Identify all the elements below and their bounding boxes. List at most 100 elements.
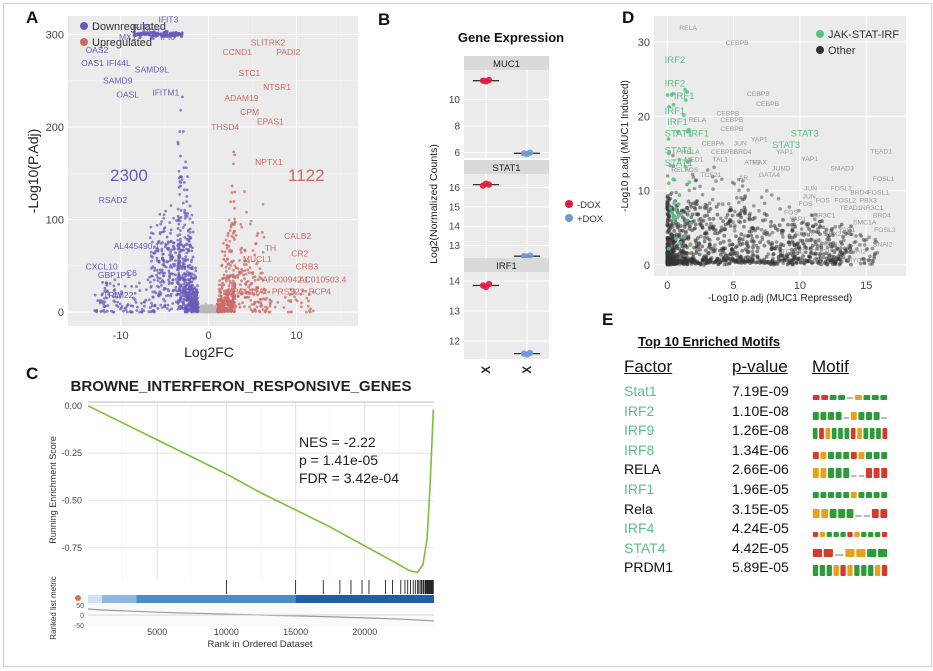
motif-label-other: RELA (679, 25, 697, 32)
point-other (867, 235, 871, 239)
logo-glyph-a (812, 411, 819, 420)
logo-glyph-a (866, 411, 872, 420)
point-jak (675, 215, 680, 220)
logo-glyph-a (828, 411, 834, 420)
logo-glyph-a (828, 451, 834, 459)
point-other (776, 254, 781, 259)
point-other (702, 235, 707, 240)
point-down (173, 247, 176, 251)
point-down (126, 303, 130, 307)
logo-glyph-a (877, 548, 888, 557)
logo-gap (881, 416, 887, 419)
point-other (747, 217, 752, 222)
point-down (176, 234, 180, 237)
motif-row: IRF1 1.96E-05 (624, 481, 924, 501)
point-down (112, 310, 116, 314)
col-motif-header: Motif (812, 357, 849, 376)
point-down (189, 306, 193, 309)
point-other (687, 188, 692, 193)
point-down (107, 293, 110, 296)
point-down (171, 278, 175, 282)
point-down (117, 282, 121, 286)
panel-label-c: C (26, 364, 39, 383)
motif-label-other: TAL1 (712, 157, 728, 164)
point-down (179, 108, 183, 112)
point-down (185, 195, 189, 198)
p-value: 4.42E-05 (732, 539, 789, 556)
motif-label-other: GATA4 (759, 172, 780, 179)
point-down (167, 271, 171, 275)
legend-label-other: Other (828, 45, 856, 57)
point-down (192, 273, 196, 277)
p-value: 2.66E-06 (732, 461, 789, 478)
point-down (194, 269, 198, 273)
point-down (179, 295, 183, 299)
point-other (694, 244, 699, 249)
motif-label-jak: STAT1 (665, 158, 693, 169)
point-other (731, 220, 735, 225)
point-other (679, 228, 684, 233)
point-down (148, 306, 152, 309)
point-down (161, 241, 164, 244)
point-other (737, 188, 741, 193)
point-down (180, 267, 184, 271)
point-jak (666, 181, 671, 186)
logo-glyph-a (812, 491, 819, 498)
point-other (671, 249, 675, 254)
point-down (135, 305, 139, 309)
point-down (148, 280, 152, 284)
point-down (187, 308, 191, 311)
point-down (191, 276, 195, 280)
point-down (175, 219, 178, 223)
motif-logo (812, 503, 888, 521)
point-other (781, 261, 786, 266)
point-down (158, 231, 162, 234)
point-down (143, 304, 146, 308)
point-down (184, 166, 188, 170)
motif-label-other: FOSL2 (874, 227, 896, 234)
point-down (149, 225, 153, 229)
point-down (180, 300, 184, 304)
point-other (755, 234, 759, 239)
logo-glyph-g (856, 548, 866, 557)
point-other (730, 180, 735, 185)
point-other (798, 260, 803, 264)
point-other (871, 259, 876, 264)
point-other (739, 215, 744, 220)
point-down (113, 278, 117, 282)
point-other (752, 215, 757, 220)
point-down (179, 209, 183, 212)
point-other (668, 257, 672, 262)
point-other (707, 251, 711, 255)
point-down (187, 297, 191, 301)
motif-label-other: FOSL2 (834, 197, 856, 204)
point-other (774, 240, 779, 244)
point-other (670, 225, 675, 229)
motif-label-other: YAP1 (801, 156, 818, 163)
point-other (738, 255, 743, 260)
point-other (831, 257, 836, 262)
point-down (153, 290, 157, 294)
point-other (818, 224, 822, 228)
y-axis-title: Running Enrichment Score (48, 436, 58, 544)
point-other (816, 227, 820, 231)
point-down (157, 260, 161, 264)
point-down (179, 229, 182, 232)
point-down (102, 305, 106, 309)
point-down (159, 280, 162, 284)
point-down (150, 304, 154, 308)
point-other (739, 261, 743, 265)
point-other (665, 218, 670, 223)
point-down (103, 286, 107, 290)
point-other (693, 222, 698, 227)
motif-label-other: YAP1 (789, 216, 806, 223)
point-down (166, 303, 170, 307)
point-down (144, 298, 148, 302)
point-other (751, 242, 756, 247)
x-tick-label: 10 (794, 280, 806, 292)
logo-glyph-g (855, 395, 862, 400)
point-other (673, 254, 677, 259)
point-other (769, 193, 774, 197)
col-pvalue-header: p-value (732, 357, 788, 376)
logo-glyph-a (831, 428, 837, 440)
